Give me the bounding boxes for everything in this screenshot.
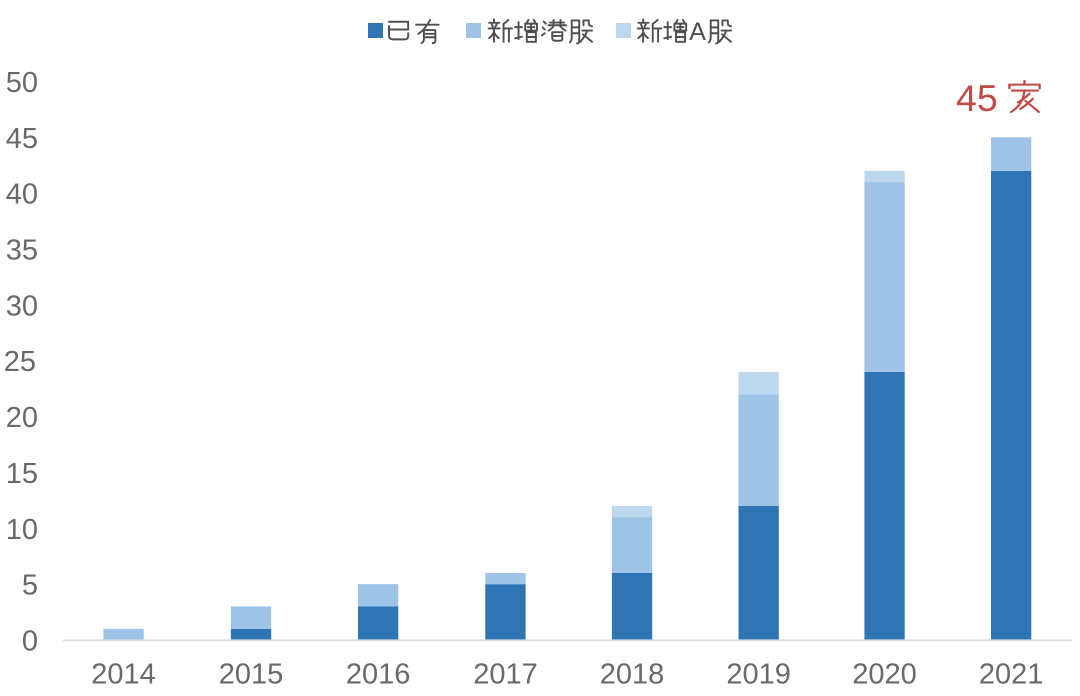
svg-text:2016: 2016 <box>346 658 411 690</box>
svg-text:2020: 2020 <box>852 658 917 690</box>
svg-text:30: 30 <box>6 290 38 322</box>
svg-text:10: 10 <box>6 514 38 546</box>
svg-text:5: 5 <box>22 570 38 602</box>
svg-text:50: 50 <box>6 67 38 99</box>
svg-text:45: 45 <box>956 77 998 119</box>
svg-text:2017: 2017 <box>473 658 538 690</box>
svg-text:40: 40 <box>6 179 38 211</box>
svg-text:0: 0 <box>22 626 38 658</box>
svg-text:2021: 2021 <box>979 658 1044 690</box>
svg-text:20: 20 <box>6 402 38 434</box>
svg-text:45: 45 <box>6 123 38 155</box>
svg-text:2018: 2018 <box>600 658 665 690</box>
svg-text:25: 25 <box>4 346 36 378</box>
svg-text:15: 15 <box>6 458 38 490</box>
svg-text:A: A <box>689 18 706 46</box>
svg-text:2014: 2014 <box>91 658 156 690</box>
svg-text:35: 35 <box>6 235 38 267</box>
svg-text:2015: 2015 <box>219 658 284 690</box>
svg-text:2019: 2019 <box>726 658 791 690</box>
